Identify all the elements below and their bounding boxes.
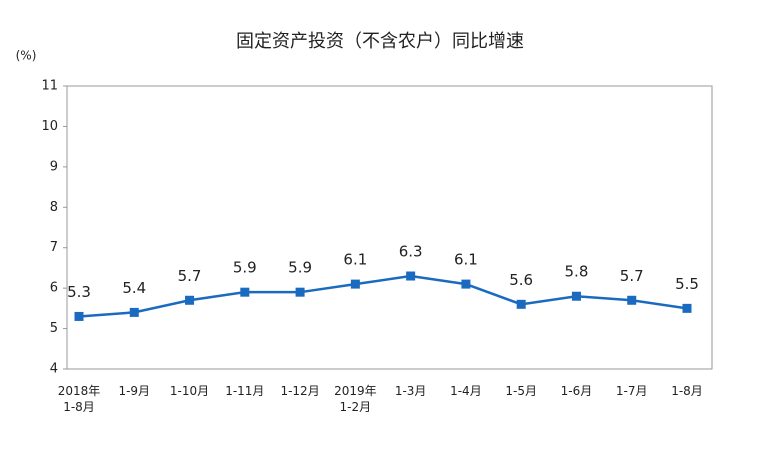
marker (571, 291, 581, 301)
marker (461, 279, 471, 289)
marker (74, 311, 84, 321)
y-unit: (%) (16, 49, 37, 63)
data-label: 5.4 (122, 279, 146, 297)
x-tick-label: 1-11月 (225, 384, 265, 398)
marker (406, 271, 416, 281)
data-label: 6.1 (454, 251, 478, 269)
data-label: 5.9 (233, 259, 257, 277)
data-label: 5.5 (675, 275, 699, 293)
data-label: 6.3 (399, 243, 423, 261)
data-label: 5.7 (620, 267, 644, 285)
x-tick-label: 2018年 1-8月 (57, 384, 101, 414)
x-tick-label: 1-9月 (118, 384, 151, 398)
x-tick-label: 1-6月 (560, 384, 593, 398)
data-label: 5.6 (509, 271, 533, 289)
chart-title: 固定资产投资（不含农户）同比增速 (236, 31, 524, 52)
marker (516, 299, 526, 309)
marker (350, 279, 360, 289)
data-label: 5.3 (67, 283, 91, 301)
x-tick-label: 1-3月 (394, 384, 427, 398)
x-tick-label: 1-7月 (615, 384, 648, 398)
x-tick-label: 1-10月 (169, 384, 210, 398)
data-label: 5.9 (288, 259, 312, 277)
marker (627, 295, 637, 305)
y-tick-label: 10 (41, 119, 58, 134)
data-label: 5.8 (565, 263, 589, 281)
y-tick-label: 7 (50, 240, 58, 255)
x-tick-label: 1-4月 (450, 384, 482, 398)
marker (185, 295, 195, 305)
x-tick-label: 1-8月 (671, 384, 703, 398)
data-label: 6.1 (343, 251, 367, 269)
x-tick-label: 1-12月 (280, 384, 320, 398)
y-tick-label: 8 (50, 200, 58, 215)
x-tick-label: 1-5月 (505, 384, 537, 398)
marker (240, 287, 250, 297)
marker (295, 287, 305, 297)
line (78, 274, 688, 318)
plot-frame (66, 85, 713, 370)
y-tick-label: 9 (50, 159, 58, 174)
y-tick-label: 11 (41, 79, 58, 94)
y-tick-label: 6 (50, 281, 58, 296)
data-label: 5.7 (178, 267, 202, 285)
marker (682, 303, 692, 313)
y-tick-label: 5 (50, 321, 58, 336)
x-tick-label: 2019年 1-2月 (334, 384, 377, 414)
y-tick-label: 4 (50, 362, 58, 377)
marker (129, 307, 139, 317)
